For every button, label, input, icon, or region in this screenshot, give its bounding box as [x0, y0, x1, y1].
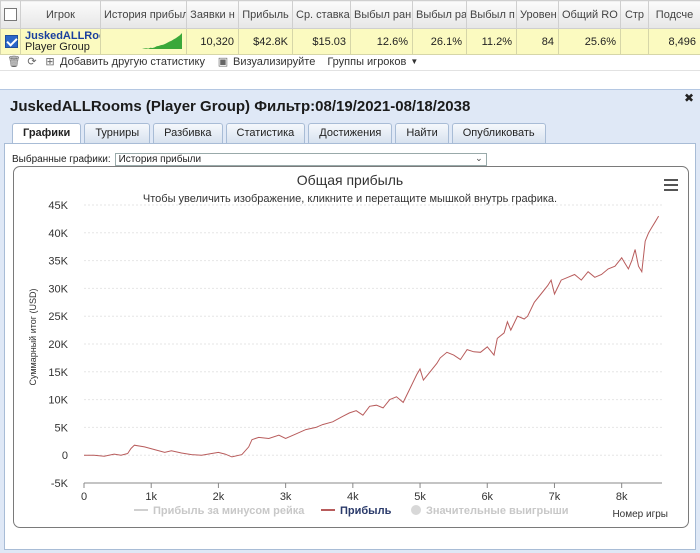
tab-find[interactable]: Найти	[395, 123, 449, 143]
grid-header-row: Игрок История прибыли Заявки н Прибыль С…	[0, 0, 700, 29]
chart-select-value: История прибыли	[118, 154, 202, 165]
column-header-profit[interactable]: Прибыль	[238, 0, 293, 29]
chart-title: Общая прибыль	[297, 172, 403, 188]
x-tick-label: 6k	[481, 491, 493, 503]
legend-item-net-profit[interactable]: Прибыль за минусом рейка	[134, 505, 305, 517]
dialog-title: JuskedALLRooms (Player Group) Фильтр:08/…	[10, 98, 471, 115]
avg-stake-value: $15.03	[292, 28, 351, 55]
sparkline-area	[104, 33, 182, 49]
x-tick-label: 8k	[616, 491, 628, 503]
y-tick-label: 5K	[55, 422, 69, 434]
refresh-icon[interactable]: ⟳	[27, 56, 37, 68]
image-icon: ▣	[217, 56, 229, 68]
column-header-level[interactable]: Уровен	[516, 0, 559, 29]
profit-chart-svg: Общая прибыль Чтобы увеличить изображени…	[28, 172, 668, 520]
y-tick-label: 0	[62, 450, 68, 462]
chevron-down-icon: ▼	[410, 57, 419, 66]
header-select-all[interactable]	[0, 0, 21, 29]
x-tick-label: 5k	[414, 491, 426, 503]
add-stat-button[interactable]: ⊞ Добавить другую статистику	[44, 55, 205, 69]
chart-select[interactable]: История прибыли ⌄	[114, 153, 487, 166]
series-line-profit	[84, 215, 660, 458]
row-select-cell[interactable]	[0, 28, 21, 55]
player-groups-dropdown[interactable]: Группы игроков ▼	[327, 56, 418, 68]
legend-label-net-profit: Прибыль за минусом рейка	[153, 505, 305, 517]
tab-tournaments[interactable]: Турниры	[84, 123, 151, 143]
y-tick-label: 45K	[48, 200, 68, 212]
tab-publish[interactable]: Опубликовать	[451, 123, 546, 143]
itm-late-value: 11.2%	[466, 28, 517, 55]
chevron-down-icon: ⌄	[475, 153, 483, 163]
column-header-avg-stake[interactable]: Ср. ставка	[292, 0, 351, 29]
column-header-count[interactable]: Подсче	[648, 0, 700, 29]
legend-item-profit[interactable]: Прибыль	[321, 505, 392, 517]
select-all-checkbox[interactable]	[4, 8, 17, 21]
y-tick-label: 15K	[48, 367, 68, 379]
column-header-profit-history[interactable]: История прибыли	[100, 0, 187, 29]
player-cell[interactable]: JuskedALLRooms Player Group	[20, 28, 101, 55]
column-header-entries[interactable]: Заявки н	[186, 0, 239, 29]
x-axis-label: Номер игры	[612, 509, 668, 520]
player-dialog: JuskedALLRooms (Player Group) Фильтр:08/…	[0, 89, 700, 553]
x-tick-label: 2k	[213, 491, 225, 503]
stats-grid: Игрок История прибыли Заявки н Прибыль С…	[0, 0, 700, 55]
tab-charts[interactable]: Графики	[12, 123, 82, 144]
y-tick-label: 20K	[48, 339, 68, 351]
legend-item-big-wins[interactable]: Значительные выигрыши	[411, 505, 569, 517]
y-tick-label: 40K	[48, 228, 68, 240]
add-stat-label: Добавить другую статистику	[60, 55, 205, 68]
player-name-link[interactable]: JuskedALLRooms	[25, 29, 100, 42]
row-checkbox[interactable]	[5, 35, 18, 48]
x-tick-label: 7k	[549, 491, 561, 503]
itm-early-value: 12.6%	[350, 28, 413, 55]
itm-value: 26.1%	[412, 28, 467, 55]
profit-history-cell	[100, 28, 187, 55]
column-header-total-roi[interactable]: Общий RO	[558, 0, 621, 29]
table-row[interactable]: JuskedALLRooms Player Group 10,320 $42.8…	[0, 28, 700, 55]
column-header-itm-late[interactable]: Выбыл п	[466, 0, 517, 29]
tab-achievements[interactable]: Достижения	[308, 123, 393, 143]
page-value	[620, 28, 649, 55]
y-tick-label: 30K	[48, 283, 68, 295]
legend-label-big-wins: Значительные выигрыши	[426, 505, 569, 517]
column-header-itm[interactable]: Выбыл ра	[412, 0, 467, 29]
y-tick-label: -5K	[51, 478, 69, 490]
entries-value: 10,320	[186, 28, 239, 55]
close-icon[interactable]: ✖	[683, 91, 694, 105]
x-tick-label: 1k	[145, 491, 157, 503]
total-roi-value: 25.6%	[558, 28, 621, 55]
visualize-label: Визуализируйте	[233, 55, 316, 68]
column-header-player[interactable]: Игрок	[20, 0, 101, 29]
tab-statistics[interactable]: Статистика	[225, 123, 306, 143]
tab-breakdown[interactable]: Разбивка	[153, 123, 223, 143]
player-groups-label: Группы игроков	[327, 55, 407, 68]
profit-sparkline	[104, 33, 182, 49]
x-tick-label: 4k	[347, 491, 359, 503]
profit-chart[interactable]: Общая прибыль Чтобы увеличить изображени…	[13, 166, 689, 528]
column-header-itm-early[interactable]: Выбыл ран	[350, 0, 413, 29]
x-tick-label: 3k	[280, 491, 292, 503]
y-tick-label: 35K	[48, 256, 68, 268]
trash-icon[interactable]: 🗑	[7, 56, 21, 68]
charts-tab-panel: Выбранные графики: История прибыли ⌄ Общ…	[4, 143, 696, 550]
visualize-button[interactable]: ▣ Визуализируйте	[217, 55, 316, 69]
grid-toolbar: 🗑 ⟳ ⊞ Добавить другую статистику ▣ Визуа…	[0, 53, 700, 71]
chart-subtitle: Чтобы увеличить изображение, кликните и …	[143, 193, 557, 205]
y-axis-label: Суммарный итог (USD)	[28, 288, 38, 385]
y-tick-label: 25K	[48, 311, 68, 323]
hamburger-menu-icon[interactable]	[664, 179, 678, 194]
legend-label-profit: Прибыль	[340, 505, 392, 517]
level-value: 84	[516, 28, 559, 55]
player-group-label: Player Group	[25, 40, 90, 53]
y-tick-label: 10K	[48, 395, 68, 407]
add-column-icon: ⊞	[45, 56, 55, 68]
chart-select-row: Выбранные графики: История прибыли ⌄	[12, 153, 487, 166]
column-header-page[interactable]: Стр	[620, 0, 649, 29]
count-value: 8,496	[648, 28, 700, 55]
profit-value: $42.8K	[238, 28, 293, 55]
chart-select-label: Выбранные графики:	[12, 154, 111, 165]
x-tick-label: 0	[81, 491, 87, 503]
chart-legend: Прибыль за минусом рейка Прибыль Значите…	[134, 505, 569, 517]
dialog-tabs: Графики Турниры Разбивка Статистика Дост…	[12, 123, 546, 144]
